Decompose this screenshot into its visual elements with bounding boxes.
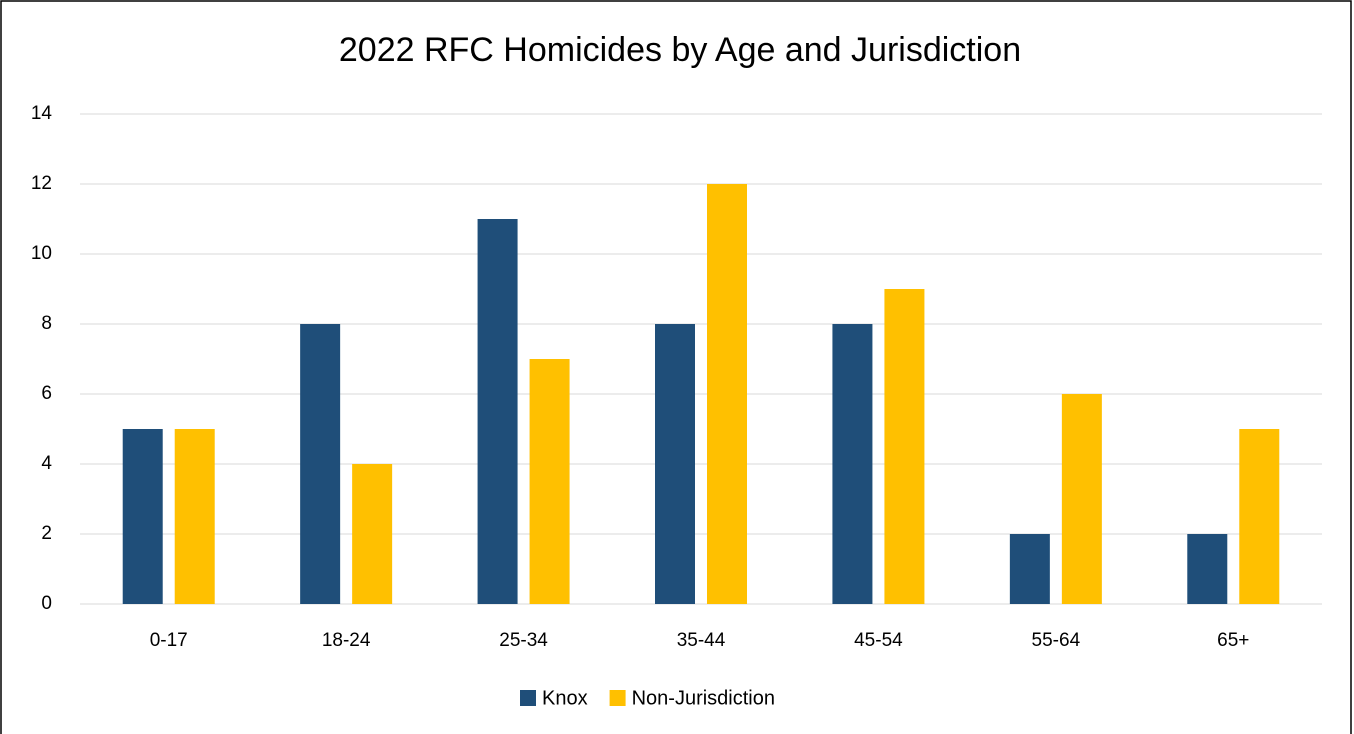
x-tick-label: 45-54	[854, 630, 903, 651]
chart-title: 2022 RFC Homicides by Age and Jurisdicti…	[339, 31, 1021, 69]
y-tick-label: 8	[41, 313, 52, 334]
y-tick-label: 6	[41, 383, 52, 404]
bar	[655, 324, 695, 604]
y-tick-label: 12	[31, 173, 52, 194]
bar	[300, 324, 341, 604]
legend-swatch	[609, 690, 626, 706]
y-tick-label: 4	[41, 453, 52, 474]
legend-swatch	[520, 690, 536, 706]
bar	[1239, 429, 1280, 604]
y-tick-label: 0	[41, 593, 52, 614]
legend-label: Non-Jurisdiction	[632, 687, 775, 709]
bar	[832, 324, 873, 604]
y-tick-label: 10	[31, 243, 52, 264]
legend-label: Knox	[542, 687, 588, 709]
y-tick-label: 14	[31, 103, 53, 124]
bar	[477, 219, 518, 604]
x-tick-label: 65+	[1217, 630, 1249, 651]
bar	[1187, 534, 1228, 604]
bar	[174, 429, 215, 604]
bar	[529, 359, 570, 604]
bar	[884, 289, 925, 604]
bar	[1061, 394, 1102, 604]
bar	[122, 429, 163, 604]
x-tick-label: 0-17	[150, 630, 188, 651]
bar	[352, 464, 393, 604]
x-tick-label: 18-24	[322, 630, 371, 651]
x-tick-label: 55-64	[1032, 630, 1081, 651]
x-tick-label: 35-44	[677, 630, 726, 651]
y-tick-label: 2	[41, 523, 52, 544]
x-tick-label: 25-34	[499, 630, 548, 651]
bar	[707, 184, 747, 604]
bar	[1009, 534, 1050, 604]
